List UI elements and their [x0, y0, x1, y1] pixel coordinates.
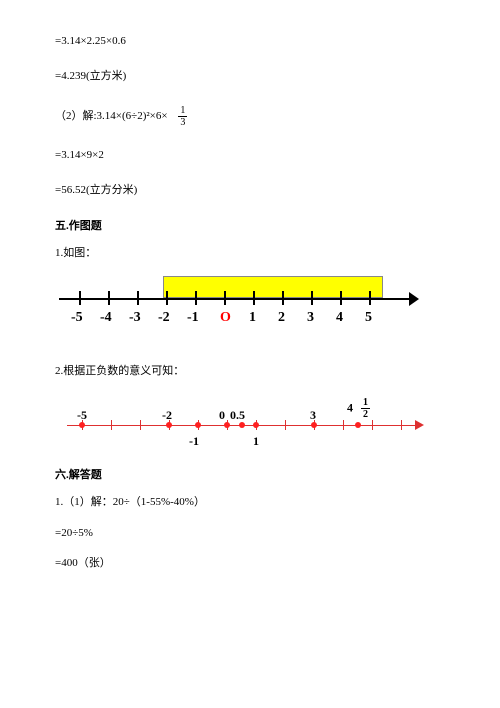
tick: [195, 291, 197, 305]
tick-label: -3: [129, 308, 141, 328]
fraction-one-third: 1 3: [178, 105, 187, 128]
tick: [111, 420, 112, 430]
tick: [140, 420, 141, 430]
point-label: 1: [253, 433, 259, 450]
tick-label: 5: [365, 308, 372, 328]
figure-number-line-1: -5 -4 -3 -2 -1 O1 2 3 4 5: [55, 276, 445, 346]
calc-line-4: =3.14×9×2: [55, 148, 445, 163]
tick: [340, 291, 342, 305]
calc-line-1: =3.14×2.25×0.6: [55, 34, 445, 49]
q6-line-3: =400（张）: [55, 556, 445, 571]
tick-label: -5: [71, 308, 83, 328]
tick: [343, 420, 344, 430]
tick-label: -1: [187, 308, 199, 328]
tick: [224, 291, 226, 305]
tick-label: 4: [336, 308, 343, 328]
point-label: 0: [219, 407, 225, 424]
tick-label: -4: [100, 308, 112, 328]
calc-line-5: =56.52(立方分米): [55, 183, 445, 198]
tick: [311, 291, 313, 305]
tick: [282, 291, 284, 305]
point-label: 3: [310, 407, 316, 424]
calc-line-3-prefix: （2）解:3.14×(6÷2)²×6×: [55, 110, 168, 122]
section-6-title: 六.解答题: [55, 468, 445, 483]
section-5-title: 五.作图题: [55, 219, 445, 234]
point-label: -1: [189, 433, 199, 450]
tick: [137, 291, 139, 305]
tick: [79, 291, 81, 305]
tick: [166, 291, 168, 305]
calc-line-2: =4.239(立方米): [55, 69, 445, 84]
point-dot: [355, 422, 361, 428]
tick: [372, 420, 373, 430]
tick-label: 3: [307, 308, 314, 328]
tick-label: 1: [249, 308, 256, 328]
q6-line-1: 1.（1）解：20÷（1-55%-40%）: [55, 495, 445, 510]
calc-line-3: （2）解:3.14×(6÷2)²×6× 1 3: [55, 105, 445, 128]
frac-num: 1: [178, 105, 187, 117]
axis-line: [59, 298, 414, 300]
tick: [253, 291, 255, 305]
tick: [285, 420, 286, 430]
point-label: -5: [77, 407, 87, 424]
point-dot: [253, 422, 259, 428]
point-label: 412: [347, 397, 370, 420]
point-label: 0.5: [230, 407, 245, 424]
figure-number-line-2: -5 -2 -1 0 0.5 1 3 412: [55, 395, 445, 450]
tick-label: 2: [278, 308, 285, 328]
point-label: -2: [162, 407, 172, 424]
point-dot: [195, 422, 201, 428]
tick: [108, 291, 110, 305]
q5-1: 1.如图：: [55, 246, 445, 261]
q5-2: 2.根据正负数的意义可知：: [55, 364, 445, 379]
tick-label: O: [220, 308, 231, 328]
tick: [369, 291, 371, 305]
tick-label: -2: [158, 308, 170, 328]
tick: [401, 420, 402, 430]
q6-line-2: =20÷5%: [55, 526, 445, 541]
arrow-right-icon: [415, 420, 424, 430]
frac-den: 3: [178, 117, 187, 128]
arrow-right-icon: [409, 292, 419, 306]
